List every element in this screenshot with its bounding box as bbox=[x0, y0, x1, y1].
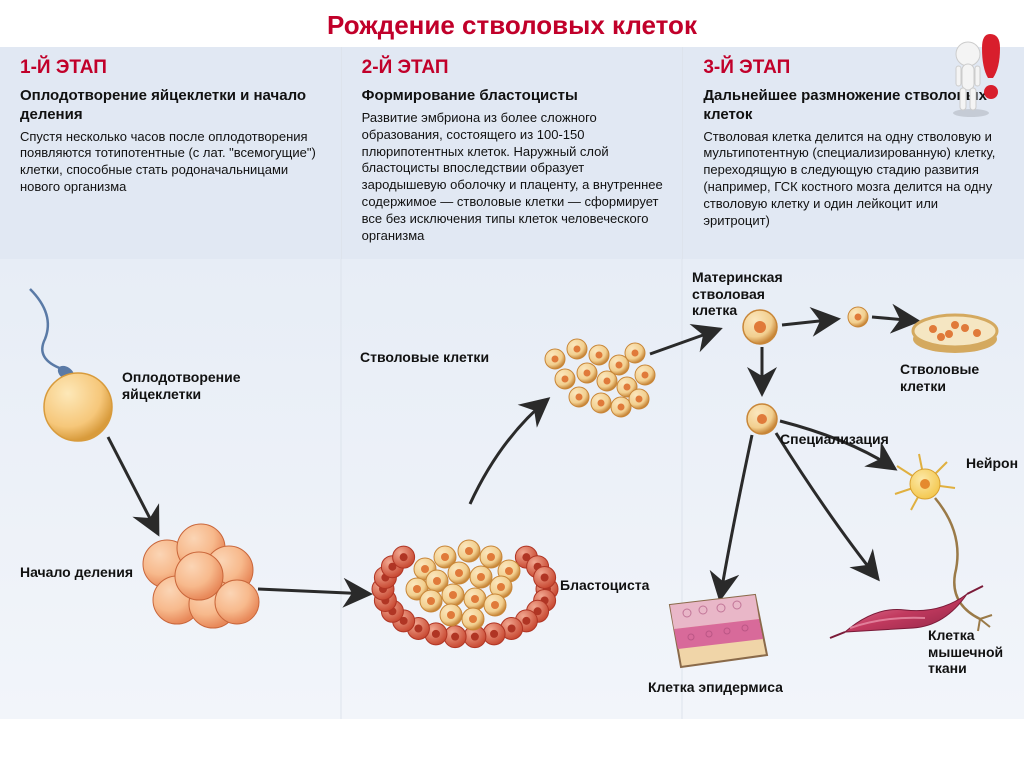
label-fertilization: Оплодотворение яйцеклетки bbox=[122, 369, 272, 403]
diagram-svg bbox=[0, 259, 1024, 719]
stage-1-subtitle: Оплодотворение яйцеклетки и начало делен… bbox=[20, 87, 325, 125]
character-exclaim-icon bbox=[946, 28, 1006, 118]
diagram-area: Оплодотворение яйцеклетки Начало деления… bbox=[0, 259, 1024, 719]
page-title: Рождение стволовых клеток bbox=[0, 0, 1024, 47]
label-division-start: Начало деления bbox=[20, 564, 150, 581]
stage-2-desc: Развитие эмбриона из более сложного обра… bbox=[362, 110, 667, 245]
label-blastocyst: Бластоциста bbox=[560, 577, 680, 594]
egg-icon bbox=[44, 373, 112, 441]
label-stem-cells: Стволовые клетки bbox=[360, 349, 520, 366]
label-stem-cells-2: Стволовые клетки bbox=[900, 361, 1020, 395]
stages-row: 1-Й ЭТАП Оплодотворение яйцеклетки и нач… bbox=[0, 47, 1024, 259]
stage-2-label: 2-Й ЭТАП bbox=[362, 57, 667, 79]
epidermis-icon bbox=[670, 595, 767, 667]
stage-1-desc: Спустя несколько часов после оплодотворе… bbox=[20, 129, 325, 197]
petri-dish-icon bbox=[913, 315, 997, 353]
stage-1-label: 1-Й ЭТАП bbox=[20, 57, 325, 79]
daughter-stem-icon bbox=[848, 307, 868, 327]
label-mother-stem: Материнская стволовая клетка bbox=[692, 269, 802, 319]
stage-3-desc: Стволовая клетка делится на одну стволов… bbox=[703, 129, 1008, 230]
label-neuron: Нейрон bbox=[966, 455, 1024, 472]
label-specialization: Специализация bbox=[780, 431, 910, 448]
stage-2-subtitle: Формирование бластоцисты bbox=[362, 87, 667, 106]
specialization-cell-icon bbox=[747, 404, 777, 434]
stage-1: 1-Й ЭТАП Оплодотворение яйцеклетки и нач… bbox=[0, 47, 342, 259]
stage-2: 2-Й ЭТАП Формирование бластоцисты Развит… bbox=[342, 47, 684, 259]
label-muscle: Клетка мышечной ткани bbox=[928, 627, 1018, 677]
label-epidermis: Клетка эпидермиса bbox=[648, 679, 808, 696]
